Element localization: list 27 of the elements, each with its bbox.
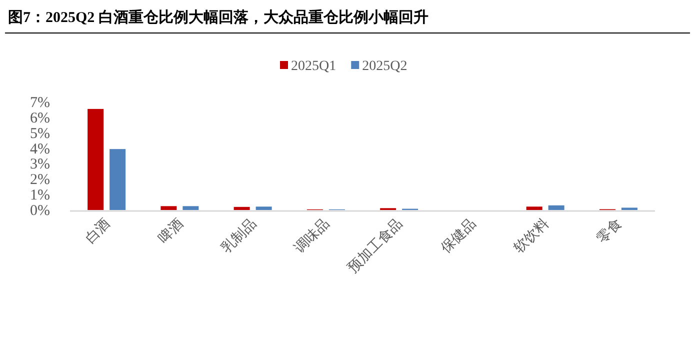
y-tick-label: 1% <box>30 188 50 204</box>
x-tick-label: 零食 <box>594 216 626 247</box>
x-tick-label: 软饮料 <box>511 216 552 257</box>
x-tick-label: 白酒 <box>82 216 114 247</box>
bar <box>526 206 542 210</box>
bar <box>160 206 177 210</box>
x-tick-label: 预加工食品 <box>345 216 406 276</box>
legend-label: 2025Q1 <box>291 59 336 74</box>
y-tick-label: 4% <box>30 141 50 158</box>
bar <box>88 108 104 210</box>
bar <box>110 149 126 210</box>
chart-title: 图7：2025Q2 白酒重仓比例大幅回落，大众品重仓比例小幅回升 <box>8 9 428 26</box>
y-tick-label: 0% <box>30 203 50 219</box>
y-tick-label: 3% <box>30 156 50 173</box>
bar <box>548 205 564 210</box>
y-tick-label: 5% <box>30 126 50 142</box>
bar <box>256 206 272 210</box>
legend-label: 2025Q2 <box>362 59 408 74</box>
x-tick-label: 乳制品 <box>218 216 260 257</box>
bar <box>182 206 199 210</box>
y-tick-label: 7% <box>30 95 50 111</box>
x-tick-label: 啤酒 <box>155 216 187 247</box>
y-tick-label: 6% <box>30 110 50 126</box>
y-tick-label: 2% <box>30 172 50 188</box>
bar <box>234 206 250 210</box>
x-tick-label: 保健品 <box>438 216 480 257</box>
x-tick-label: 调味品 <box>292 216 333 257</box>
